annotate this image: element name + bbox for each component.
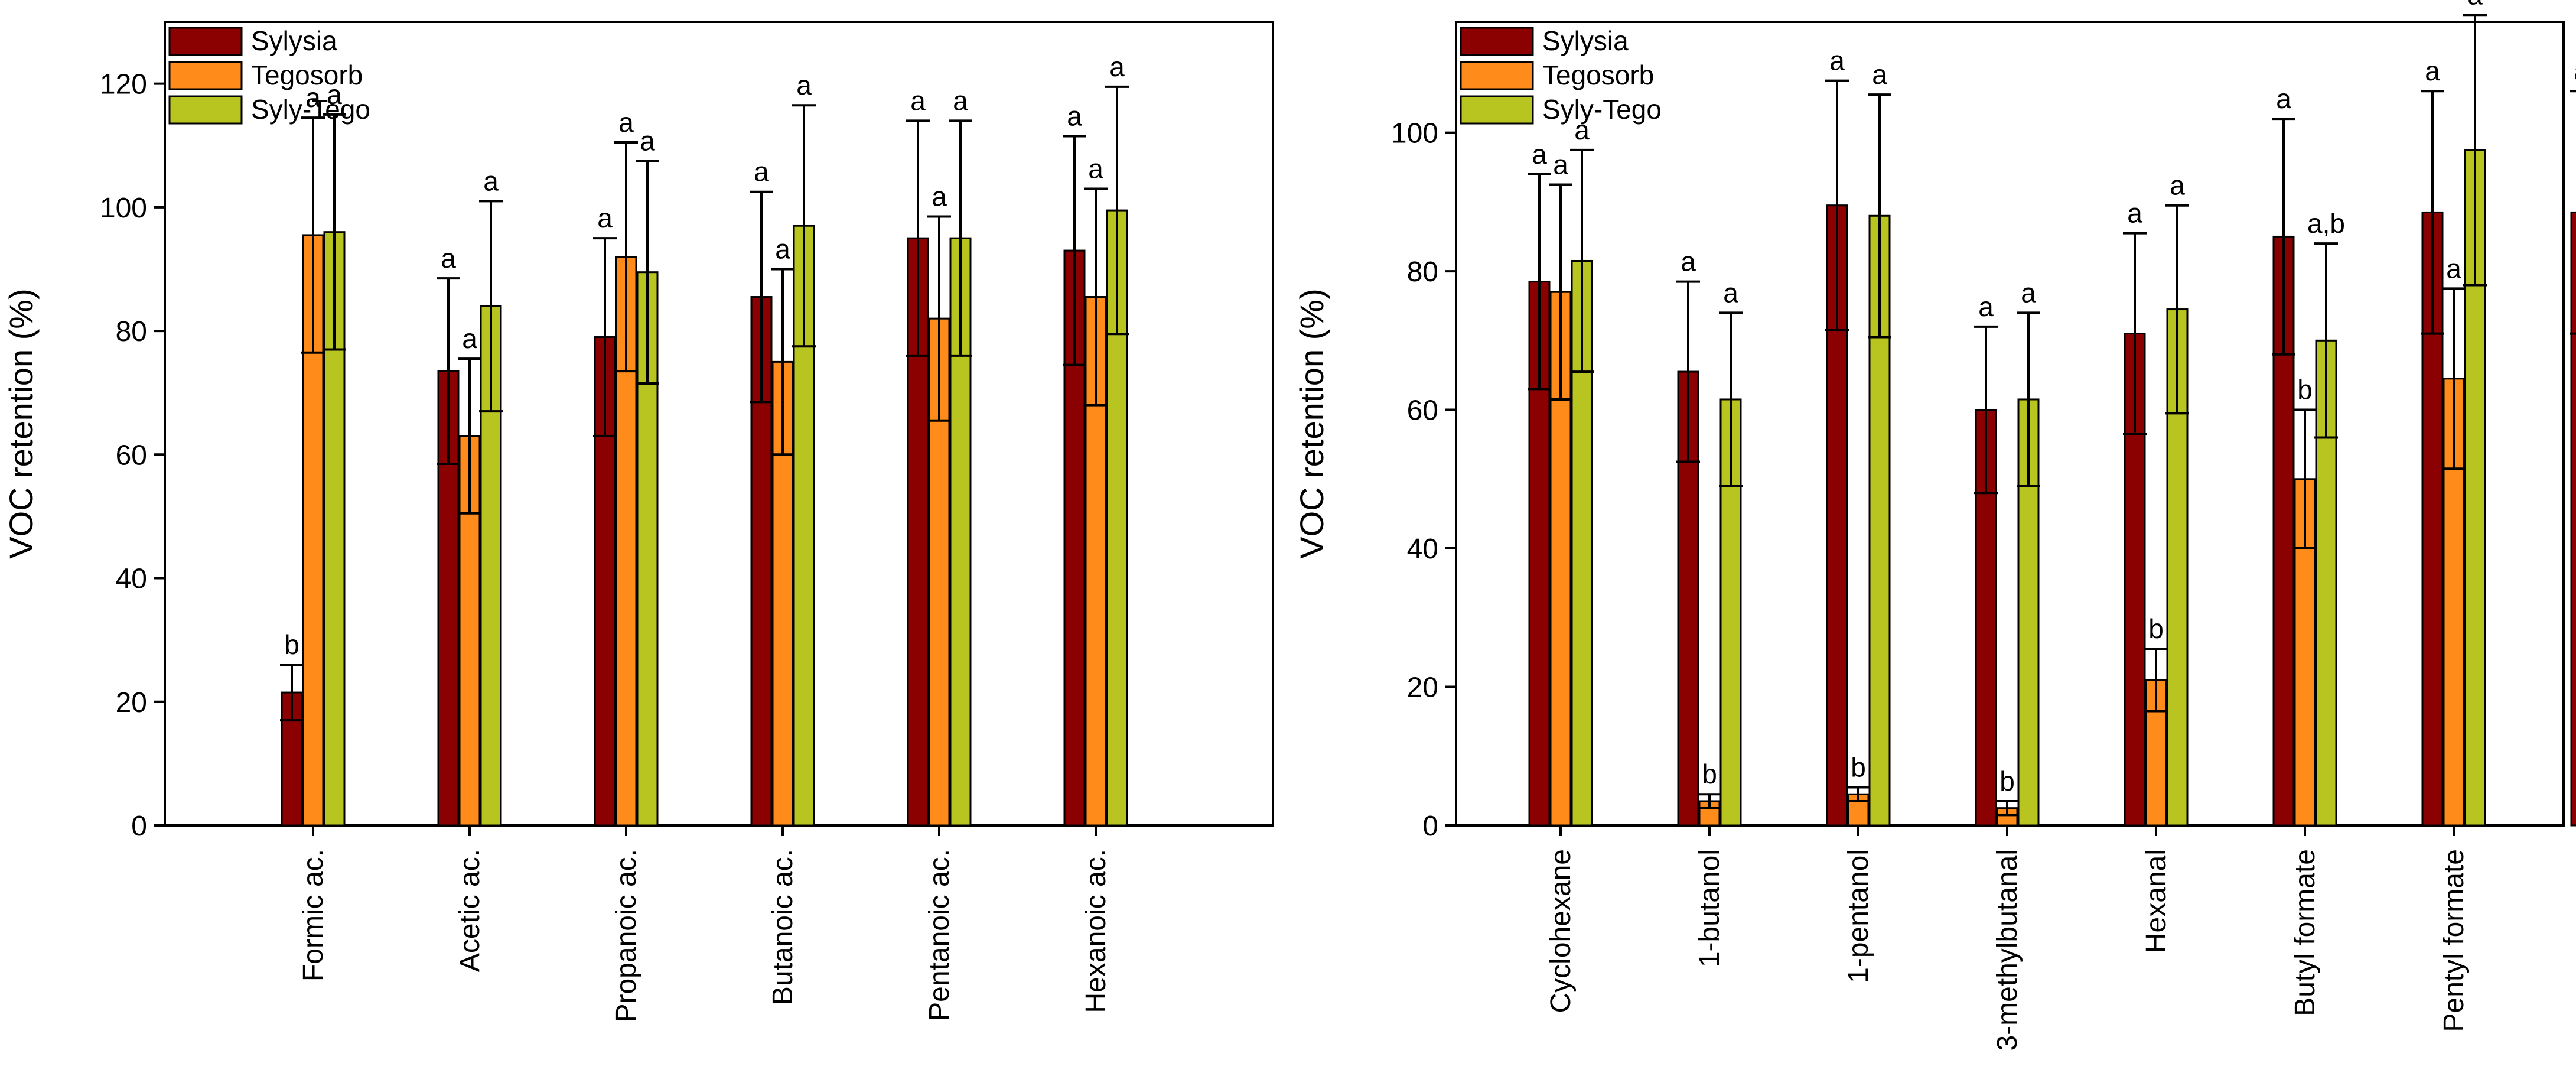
legend-swatch — [1460, 27, 1534, 56]
significance-letter: b — [2297, 375, 2313, 405]
significance-letter: a — [910, 85, 926, 116]
y-tick-label: 80 — [116, 316, 147, 347]
significance-letter: a — [1532, 139, 1547, 170]
category-label: Butyl formate — [2290, 849, 2321, 1016]
significance-letter: a — [441, 243, 456, 274]
significance-letter: a — [775, 233, 790, 264]
significance-letter: a — [1723, 277, 1738, 308]
y-tick-label: 100 — [1391, 118, 1438, 149]
category-label: Acetic ac. — [454, 849, 486, 972]
bar — [281, 691, 303, 827]
bar — [1085, 296, 1107, 827]
y-tick-label: 80 — [1407, 256, 1438, 288]
category-label: 1-pentanol — [1843, 849, 1874, 983]
legend-swatch — [168, 95, 243, 125]
significance-letter: a — [640, 125, 655, 156]
y-tick-label: 40 — [116, 564, 147, 595]
bar — [594, 336, 616, 827]
category-label: Cyclohexane — [1545, 849, 1577, 1013]
legend-swatch — [1460, 95, 1534, 125]
significance-letter: a — [2127, 198, 2142, 229]
y-tick-label: 40 — [1407, 534, 1438, 565]
significance-letter: b — [1702, 759, 1717, 789]
legend-swatch — [168, 61, 243, 90]
category-label: Pentanoic ac. — [924, 849, 955, 1021]
legend-swatch — [1460, 61, 1534, 90]
significance-letter: a — [1088, 153, 1103, 184]
legend-label: Tegosorb — [251, 60, 363, 90]
significance-letter: a — [618, 107, 634, 138]
legend-label: Syly-Tego — [1542, 94, 1662, 125]
category-label: Hexanal — [2141, 849, 2172, 953]
significance-letter: a — [2276, 83, 2291, 114]
significance-letter: a — [305, 82, 321, 113]
significance-letter: a — [2170, 170, 2185, 201]
y-tick-label: 60 — [1407, 395, 1438, 427]
significance-letter: a — [932, 181, 947, 212]
significance-letter: a — [1553, 149, 1568, 180]
significance-letter: a — [2446, 253, 2461, 284]
y-tick-label: 20 — [116, 687, 147, 718]
category-label: Formic ac. — [298, 849, 329, 981]
significance-letter: a — [1574, 115, 1590, 145]
legend-swatch — [168, 27, 243, 56]
y-axis-label: VOC retention (%) — [1293, 288, 1330, 559]
category-label: Propanoic ac. — [611, 849, 642, 1023]
bar — [2570, 211, 2576, 827]
significance-letter: a — [2467, 0, 2483, 10]
category-label: 3-methylbutanal — [1992, 849, 2023, 1051]
significance-letter: a — [754, 157, 769, 187]
significance-letter: a — [953, 85, 968, 116]
significance-letter: a — [597, 203, 613, 233]
significance-letter: a — [327, 79, 342, 110]
significance-letter: a — [2425, 56, 2440, 86]
y-tick-label: 100 — [100, 193, 147, 224]
significance-letter: a — [1872, 59, 1887, 90]
y-tick-label: 120 — [100, 69, 147, 100]
significance-letter: a — [796, 70, 812, 100]
significance-letter: a — [1067, 101, 1082, 132]
significance-letter: b — [1851, 752, 1866, 783]
significance-letter: b — [1999, 766, 2015, 796]
plot-frame — [164, 21, 1274, 827]
y-tick-label: 0 — [1422, 811, 1438, 842]
legend-label: Sylysia — [1542, 25, 1629, 56]
significance-letter: a — [1109, 51, 1125, 82]
y-tick-label: 20 — [1407, 672, 1438, 704]
bar — [2294, 478, 2316, 827]
significance-letter: a,b — [2307, 208, 2345, 239]
significance-letter: a — [483, 165, 499, 196]
legend-label: Sylysia — [251, 25, 337, 56]
category-label: Hexanoic ac. — [1080, 849, 1112, 1013]
category-label: 1-butanol — [1694, 849, 1725, 967]
significance-letter: b — [2148, 613, 2164, 644]
significance-letter: a — [1978, 291, 1994, 322]
y-axis-label: VOC retention (%) — [2, 288, 40, 559]
significance-letter: a — [462, 323, 477, 354]
significance-letter: a — [1681, 246, 1696, 277]
significance-letter: a — [1829, 45, 1845, 76]
significance-letter: a — [2574, 56, 2576, 86]
plot-frame — [1455, 21, 2565, 827]
category-label: Pentyl formate — [2438, 849, 2470, 1032]
y-tick-label: 60 — [116, 440, 147, 471]
significance-letter: b — [284, 629, 299, 660]
category-label: Butanoic ac. — [767, 849, 799, 1005]
legend-label: Syly-Tego — [251, 94, 370, 125]
significance-letter: a — [2021, 277, 2036, 308]
legend-label: Tegosorb — [1542, 60, 1654, 90]
y-tick-label: 0 — [131, 811, 147, 842]
